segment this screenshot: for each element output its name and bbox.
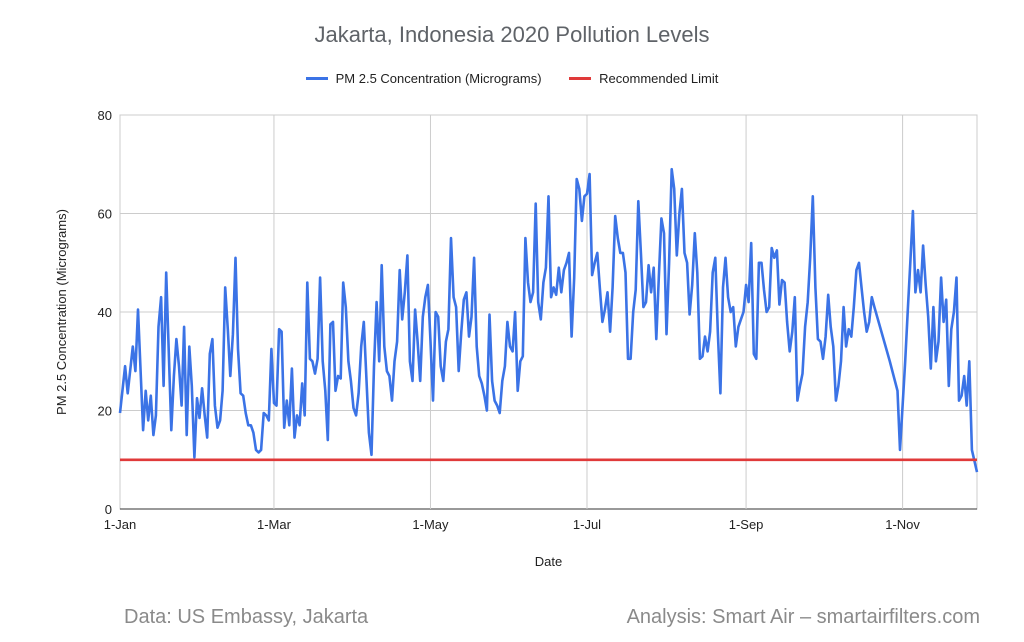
chart-title: Jakarta, Indonesia 2020 Pollution Levels: [314, 22, 710, 47]
legend-label-limit: Recommended Limit: [599, 71, 719, 86]
y-axis-title: PM 2.5 Concentration (Micrograms): [54, 209, 69, 415]
x-tick-label: 1-Jul: [573, 517, 601, 532]
x-tick-label: 1-May: [412, 517, 449, 532]
legend-item-limit: Recommended Limit: [569, 71, 718, 86]
y-tick-label: 40: [98, 305, 112, 320]
x-axis-title: Date: [535, 554, 562, 569]
footer-source: Data: US Embassy, Jakarta: [124, 606, 369, 628]
y-tick-label: 20: [98, 404, 112, 419]
x-tick-label: 1-Jan: [104, 517, 137, 532]
x-tick-label: 1-Mar: [257, 517, 292, 532]
y-tick-label: 0: [105, 502, 112, 517]
series-line-pm25: [118, 167, 979, 473]
chart-legend: PM 2.5 Concentration (Micrograms) Recomm…: [0, 68, 1024, 86]
legend-item-pm25: PM 2.5 Concentration (Micrograms): [305, 71, 542, 86]
legend-label-pm25: PM 2.5 Concentration (Micrograms): [335, 71, 542, 86]
legend-swatch-limit: [569, 77, 592, 80]
x-tick-label: 1-Nov: [885, 517, 920, 532]
y-tick-label: 60: [98, 207, 112, 222]
legend-swatch-pm25: [305, 77, 328, 80]
y-tick-label: 80: [98, 108, 112, 123]
footer-analysis: Analysis: Smart Air – smartairfilters.co…: [626, 606, 980, 628]
x-tick-label: 1-Sep: [729, 517, 764, 532]
